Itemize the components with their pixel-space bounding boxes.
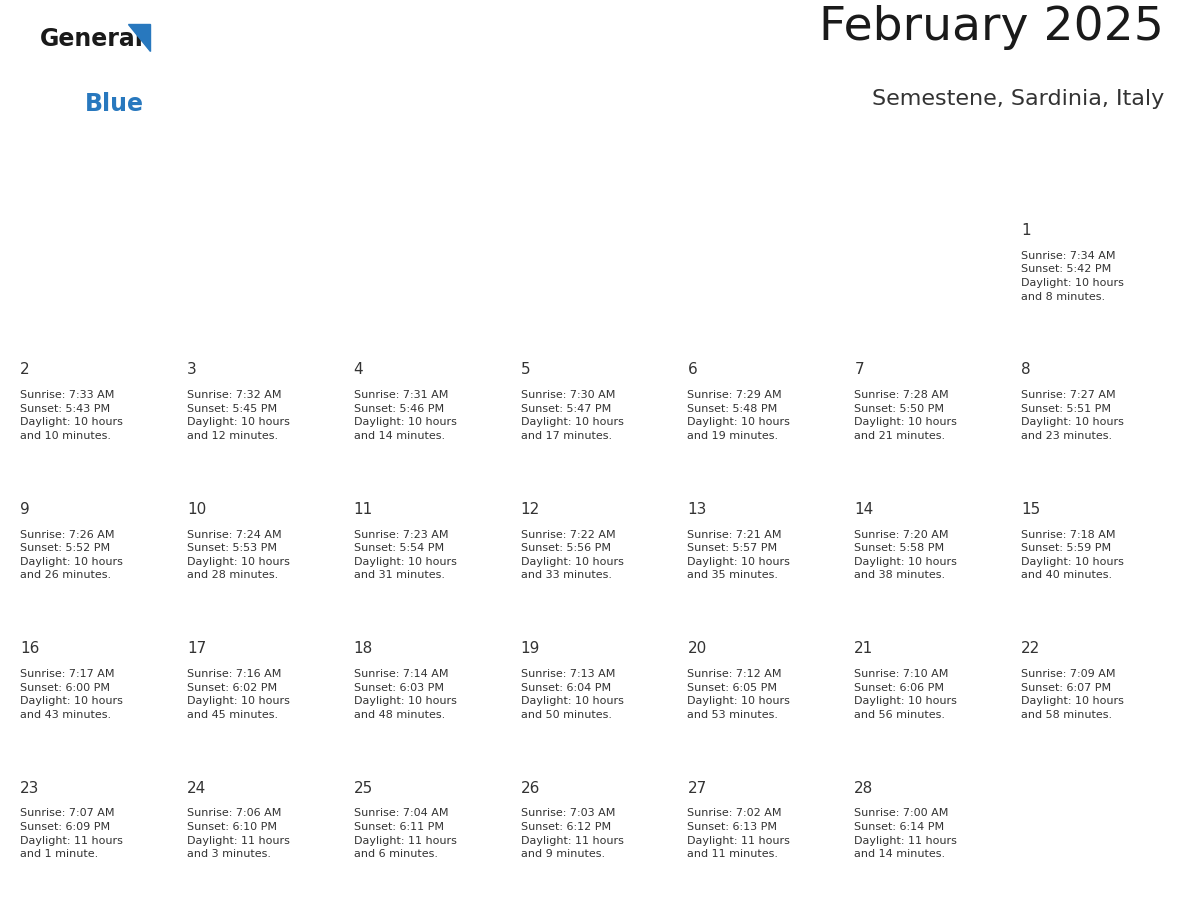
Text: Monday: Monday	[189, 181, 253, 196]
Text: 11: 11	[354, 502, 373, 517]
Text: Sunday: Sunday	[21, 181, 82, 196]
Text: Sunrise: 7:02 AM
Sunset: 6:13 PM
Daylight: 11 hours
and 11 minutes.: Sunrise: 7:02 AM Sunset: 6:13 PM Dayligh…	[688, 809, 790, 859]
Text: 21: 21	[854, 641, 873, 656]
Text: Sunrise: 7:27 AM
Sunset: 5:51 PM
Daylight: 10 hours
and 23 minutes.: Sunrise: 7:27 AM Sunset: 5:51 PM Dayligh…	[1022, 390, 1124, 441]
Text: Sunrise: 7:32 AM
Sunset: 5:45 PM
Daylight: 10 hours
and 12 minutes.: Sunrise: 7:32 AM Sunset: 5:45 PM Dayligh…	[187, 390, 290, 441]
Text: 3: 3	[187, 363, 197, 377]
Text: 12: 12	[520, 502, 539, 517]
Text: February 2025: February 2025	[820, 5, 1164, 50]
Text: Tuesday: Tuesday	[355, 181, 423, 196]
Text: 25: 25	[354, 780, 373, 796]
Text: Friday: Friday	[857, 181, 906, 196]
Text: 22: 22	[1022, 641, 1041, 656]
Text: 23: 23	[20, 780, 39, 796]
Polygon shape	[128, 25, 150, 51]
Text: Sunrise: 7:23 AM
Sunset: 5:54 PM
Daylight: 10 hours
and 31 minutes.: Sunrise: 7:23 AM Sunset: 5:54 PM Dayligh…	[354, 530, 456, 580]
Text: Thursday: Thursday	[689, 181, 765, 196]
Text: Sunrise: 7:21 AM
Sunset: 5:57 PM
Daylight: 10 hours
and 35 minutes.: Sunrise: 7:21 AM Sunset: 5:57 PM Dayligh…	[688, 530, 790, 580]
Text: 27: 27	[688, 780, 707, 796]
Text: 2: 2	[20, 363, 30, 377]
Text: Sunrise: 7:30 AM
Sunset: 5:47 PM
Daylight: 10 hours
and 17 minutes.: Sunrise: 7:30 AM Sunset: 5:47 PM Dayligh…	[520, 390, 624, 441]
Text: 17: 17	[187, 641, 207, 656]
Text: Wednesday: Wednesday	[523, 181, 617, 196]
Text: Sunrise: 7:07 AM
Sunset: 6:09 PM
Daylight: 11 hours
and 1 minute.: Sunrise: 7:07 AM Sunset: 6:09 PM Dayligh…	[20, 809, 122, 859]
Text: Sunrise: 7:24 AM
Sunset: 5:53 PM
Daylight: 10 hours
and 28 minutes.: Sunrise: 7:24 AM Sunset: 5:53 PM Dayligh…	[187, 530, 290, 580]
Text: 15: 15	[1022, 502, 1041, 517]
Text: 14: 14	[854, 502, 873, 517]
Text: Sunrise: 7:17 AM
Sunset: 6:00 PM
Daylight: 10 hours
and 43 minutes.: Sunrise: 7:17 AM Sunset: 6:00 PM Dayligh…	[20, 669, 122, 720]
Text: 28: 28	[854, 780, 873, 796]
Text: Semestene, Sardinia, Italy: Semestene, Sardinia, Italy	[872, 89, 1164, 109]
Text: Sunrise: 7:34 AM
Sunset: 5:42 PM
Daylight: 10 hours
and 8 minutes.: Sunrise: 7:34 AM Sunset: 5:42 PM Dayligh…	[1022, 251, 1124, 302]
Text: 20: 20	[688, 641, 707, 656]
Text: Sunrise: 7:16 AM
Sunset: 6:02 PM
Daylight: 10 hours
and 45 minutes.: Sunrise: 7:16 AM Sunset: 6:02 PM Dayligh…	[187, 669, 290, 720]
Text: 16: 16	[20, 641, 39, 656]
Text: 24: 24	[187, 780, 207, 796]
Text: General: General	[40, 28, 144, 51]
Text: Sunrise: 7:12 AM
Sunset: 6:05 PM
Daylight: 10 hours
and 53 minutes.: Sunrise: 7:12 AM Sunset: 6:05 PM Dayligh…	[688, 669, 790, 720]
Text: Sunrise: 7:03 AM
Sunset: 6:12 PM
Daylight: 11 hours
and 9 minutes.: Sunrise: 7:03 AM Sunset: 6:12 PM Dayligh…	[520, 809, 624, 859]
Text: Sunrise: 7:31 AM
Sunset: 5:46 PM
Daylight: 10 hours
and 14 minutes.: Sunrise: 7:31 AM Sunset: 5:46 PM Dayligh…	[354, 390, 456, 441]
Text: Sunrise: 7:20 AM
Sunset: 5:58 PM
Daylight: 10 hours
and 38 minutes.: Sunrise: 7:20 AM Sunset: 5:58 PM Dayligh…	[854, 530, 958, 580]
Text: Sunrise: 7:04 AM
Sunset: 6:11 PM
Daylight: 11 hours
and 6 minutes.: Sunrise: 7:04 AM Sunset: 6:11 PM Dayligh…	[354, 809, 456, 859]
Text: Sunrise: 7:22 AM
Sunset: 5:56 PM
Daylight: 10 hours
and 33 minutes.: Sunrise: 7:22 AM Sunset: 5:56 PM Dayligh…	[520, 530, 624, 580]
Text: Sunrise: 7:10 AM
Sunset: 6:06 PM
Daylight: 10 hours
and 56 minutes.: Sunrise: 7:10 AM Sunset: 6:06 PM Dayligh…	[854, 669, 958, 720]
Text: 19: 19	[520, 641, 541, 656]
Text: 6: 6	[688, 363, 697, 377]
Text: Sunrise: 7:26 AM
Sunset: 5:52 PM
Daylight: 10 hours
and 26 minutes.: Sunrise: 7:26 AM Sunset: 5:52 PM Dayligh…	[20, 530, 122, 580]
Text: 5: 5	[520, 363, 530, 377]
Text: 1: 1	[1022, 223, 1031, 238]
Text: 7: 7	[854, 363, 864, 377]
Text: Blue: Blue	[86, 92, 144, 116]
Text: 8: 8	[1022, 363, 1031, 377]
Text: Sunrise: 7:18 AM
Sunset: 5:59 PM
Daylight: 10 hours
and 40 minutes.: Sunrise: 7:18 AM Sunset: 5:59 PM Dayligh…	[1022, 530, 1124, 580]
Text: Sunrise: 7:09 AM
Sunset: 6:07 PM
Daylight: 10 hours
and 58 minutes.: Sunrise: 7:09 AM Sunset: 6:07 PM Dayligh…	[1022, 669, 1124, 720]
Text: Sunrise: 7:14 AM
Sunset: 6:03 PM
Daylight: 10 hours
and 48 minutes.: Sunrise: 7:14 AM Sunset: 6:03 PM Dayligh…	[354, 669, 456, 720]
Text: 10: 10	[187, 502, 207, 517]
Text: Sunrise: 7:33 AM
Sunset: 5:43 PM
Daylight: 10 hours
and 10 minutes.: Sunrise: 7:33 AM Sunset: 5:43 PM Dayligh…	[20, 390, 122, 441]
Text: 9: 9	[20, 502, 30, 517]
Text: 18: 18	[354, 641, 373, 656]
Text: Saturday: Saturday	[1023, 181, 1098, 196]
Text: Sunrise: 7:00 AM
Sunset: 6:14 PM
Daylight: 11 hours
and 14 minutes.: Sunrise: 7:00 AM Sunset: 6:14 PM Dayligh…	[854, 809, 958, 859]
Text: 13: 13	[688, 502, 707, 517]
Text: 4: 4	[354, 363, 364, 377]
Text: 26: 26	[520, 780, 541, 796]
Text: Sunrise: 7:28 AM
Sunset: 5:50 PM
Daylight: 10 hours
and 21 minutes.: Sunrise: 7:28 AM Sunset: 5:50 PM Dayligh…	[854, 390, 958, 441]
Text: Sunrise: 7:29 AM
Sunset: 5:48 PM
Daylight: 10 hours
and 19 minutes.: Sunrise: 7:29 AM Sunset: 5:48 PM Dayligh…	[688, 390, 790, 441]
Text: Sunrise: 7:06 AM
Sunset: 6:10 PM
Daylight: 11 hours
and 3 minutes.: Sunrise: 7:06 AM Sunset: 6:10 PM Dayligh…	[187, 809, 290, 859]
Text: Sunrise: 7:13 AM
Sunset: 6:04 PM
Daylight: 10 hours
and 50 minutes.: Sunrise: 7:13 AM Sunset: 6:04 PM Dayligh…	[520, 669, 624, 720]
